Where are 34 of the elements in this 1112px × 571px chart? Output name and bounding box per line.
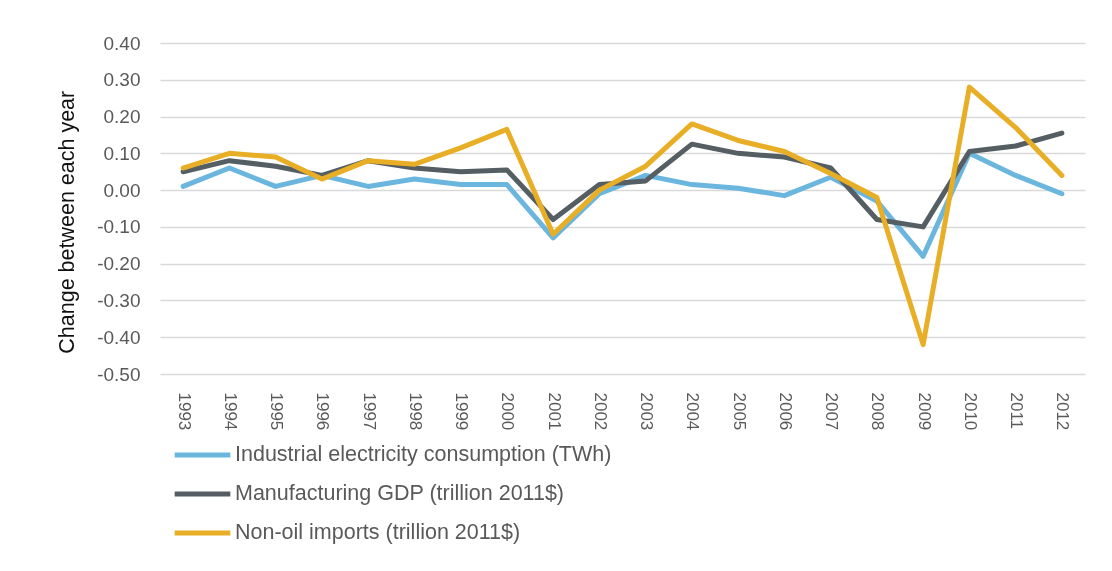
y-tick-label: 0.40 xyxy=(103,32,141,54)
y-tick-label: 0.30 xyxy=(103,69,141,91)
y-tick-label: -0.30 xyxy=(97,289,141,311)
y-axis-title: Change between each year xyxy=(55,90,80,354)
legend-label: Industrial electricity consumption (TWh) xyxy=(235,442,612,466)
legend-label: Non-oil imports (trillion 2011$) xyxy=(235,520,521,544)
y-tick-label: -0.10 xyxy=(97,216,141,238)
x-tick-label: 2012 xyxy=(1053,392,1073,431)
x-tick-label: 2003 xyxy=(637,392,657,431)
x-tick-label: 2011 xyxy=(1007,392,1027,430)
x-tick-label: 1998 xyxy=(405,392,425,431)
x-tick-label: 2001 xyxy=(544,392,564,431)
x-tick-label: 2009 xyxy=(914,392,934,431)
x-tick-label: 1995 xyxy=(267,392,287,431)
y-tick-label: -0.40 xyxy=(97,326,141,348)
y-tick-label: 0.20 xyxy=(103,106,141,128)
x-tick-label: 1997 xyxy=(359,392,379,431)
x-tick-label: 2007 xyxy=(822,392,842,431)
x-tick-label: 2008 xyxy=(868,392,888,431)
x-tick-label: 1999 xyxy=(452,392,472,431)
x-tick-label: 2004 xyxy=(683,392,703,431)
legend-label: Manufacturing GDP (trillion 2011$) xyxy=(235,481,565,505)
y-tick-label: -0.50 xyxy=(97,363,141,385)
x-tick-label: 2005 xyxy=(729,392,749,431)
x-tick-label: 1996 xyxy=(313,392,333,431)
x-tick-label: 1993 xyxy=(174,392,194,431)
x-tick-label: 2000 xyxy=(498,392,518,431)
x-tick-label: 2006 xyxy=(775,392,795,431)
y-tick-label: -0.20 xyxy=(97,253,141,275)
y-tick-label: 0.00 xyxy=(103,179,141,201)
x-tick-label: 2010 xyxy=(960,392,980,431)
y-tick-label: 0.10 xyxy=(103,142,141,164)
x-tick-label: 1994 xyxy=(220,392,240,431)
x-tick-label: 2002 xyxy=(590,392,610,431)
